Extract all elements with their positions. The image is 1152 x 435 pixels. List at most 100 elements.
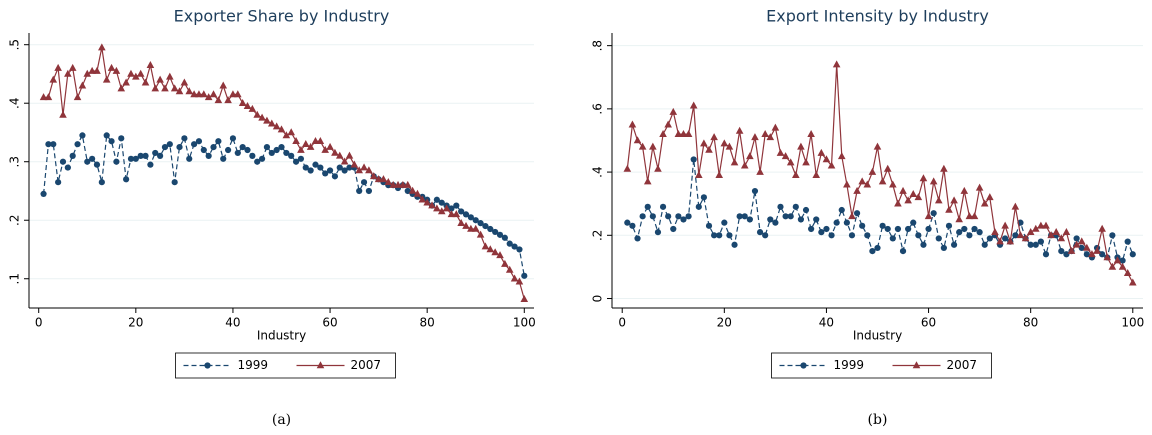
circle-marker <box>273 146 280 154</box>
circle-marker <box>157 152 164 159</box>
triangle-marker <box>827 161 836 169</box>
circle-marker <box>45 141 52 148</box>
y-tick-label: .5 <box>8 39 22 50</box>
triangle-marker <box>781 152 790 160</box>
triangle-marker <box>282 131 291 139</box>
triangle-marker <box>520 295 529 303</box>
circle-marker <box>341 167 348 174</box>
triangle-marker <box>277 125 286 133</box>
triangle-marker <box>715 171 724 179</box>
triangle-marker <box>340 157 349 165</box>
circle-marker <box>74 141 81 148</box>
circle-marker <box>132 155 139 162</box>
legend-marker <box>204 362 211 369</box>
x-tick-label: 60 <box>322 316 337 330</box>
triangle-marker <box>316 137 325 145</box>
triangle-marker <box>991 227 999 235</box>
circle-marker <box>782 213 789 220</box>
x-tick-label: 40 <box>225 316 240 330</box>
circle-marker <box>297 155 305 162</box>
triangle-marker <box>403 180 412 188</box>
triangle-marker <box>1113 256 1122 264</box>
triangle-marker <box>258 113 266 121</box>
triangle-marker <box>156 75 164 83</box>
triangle-marker <box>117 84 126 92</box>
circle-marker <box>1042 251 1050 258</box>
circle-marker <box>940 244 947 252</box>
legend-label: 2007 <box>351 358 382 372</box>
circle-marker <box>746 216 753 223</box>
circle-marker <box>59 158 67 165</box>
circle-marker <box>956 229 963 236</box>
circle-marker <box>1012 232 1019 239</box>
circle-marker <box>467 214 474 221</box>
circle-marker <box>950 241 958 248</box>
circle-marker <box>322 170 329 177</box>
circle-marker <box>910 219 917 226</box>
circle-marker <box>823 225 830 233</box>
triangle-marker <box>975 183 984 191</box>
x-tick-label: 60 <box>921 316 936 330</box>
triangle-marker <box>1016 231 1025 239</box>
legend-marker <box>800 362 807 369</box>
circle-marker <box>249 152 256 159</box>
triangle-marker <box>832 60 841 68</box>
x-axis-label: Industry <box>853 329 902 343</box>
circle-marker <box>1027 241 1034 248</box>
circle-marker <box>756 229 764 236</box>
triangle-marker <box>853 186 861 194</box>
triangle-marker <box>705 145 713 153</box>
triangle-marker <box>817 148 826 156</box>
triangle-marker <box>389 180 397 188</box>
triangle-marker <box>102 75 111 83</box>
triangle-marker <box>151 84 160 92</box>
triangle-marker <box>505 265 514 273</box>
legend-label: 1999 <box>238 358 269 372</box>
circle-marker <box>365 187 373 195</box>
circle-marker <box>741 213 748 220</box>
triangle-marker <box>1047 231 1055 239</box>
circle-marker <box>833 219 840 226</box>
triangle-marker <box>945 205 953 213</box>
circle-marker <box>1037 238 1044 245</box>
circle-marker <box>501 234 508 241</box>
circle-marker <box>894 225 902 233</box>
triangle-marker <box>311 137 320 145</box>
triangle-marker <box>238 99 247 107</box>
triangle-marker <box>822 155 831 163</box>
triangle-marker <box>899 186 907 194</box>
triangle-marker <box>355 166 363 174</box>
circle-marker <box>127 155 135 162</box>
triangle-marker <box>73 93 82 101</box>
circle-marker <box>1032 241 1039 248</box>
circle-marker <box>659 203 667 210</box>
series-line <box>626 159 1134 262</box>
circle-marker <box>229 135 237 142</box>
triangle-marker <box>166 72 174 80</box>
triangle-marker <box>132 72 140 80</box>
y-tick-label: 0 <box>591 295 605 303</box>
circle-marker <box>492 228 499 236</box>
legend-marker <box>912 361 921 369</box>
y-tick-label: .6 <box>591 103 605 114</box>
triangle-marker <box>965 212 974 220</box>
triangle-marker <box>413 189 422 197</box>
triangle-marker <box>740 161 749 169</box>
x-axis-label: Industry <box>257 329 306 343</box>
x-tick-label: 20 <box>717 316 732 330</box>
circle-marker <box>55 179 62 186</box>
triangle-marker <box>1108 262 1117 270</box>
y-tick-label: .2 <box>591 230 605 241</box>
y-tick-label: .4 <box>591 166 605 177</box>
circle-marker <box>1124 238 1131 245</box>
circle-marker <box>64 164 71 171</box>
circle-marker <box>1073 235 1080 242</box>
triangle-marker <box>501 259 509 267</box>
triangle-marker <box>776 148 785 156</box>
circle-marker <box>487 225 494 233</box>
triangle-marker <box>1118 262 1127 270</box>
triangle-marker <box>180 78 189 86</box>
triangle-marker <box>457 218 465 226</box>
x-tick-label: 0 <box>35 316 43 330</box>
circle-marker <box>292 158 300 165</box>
